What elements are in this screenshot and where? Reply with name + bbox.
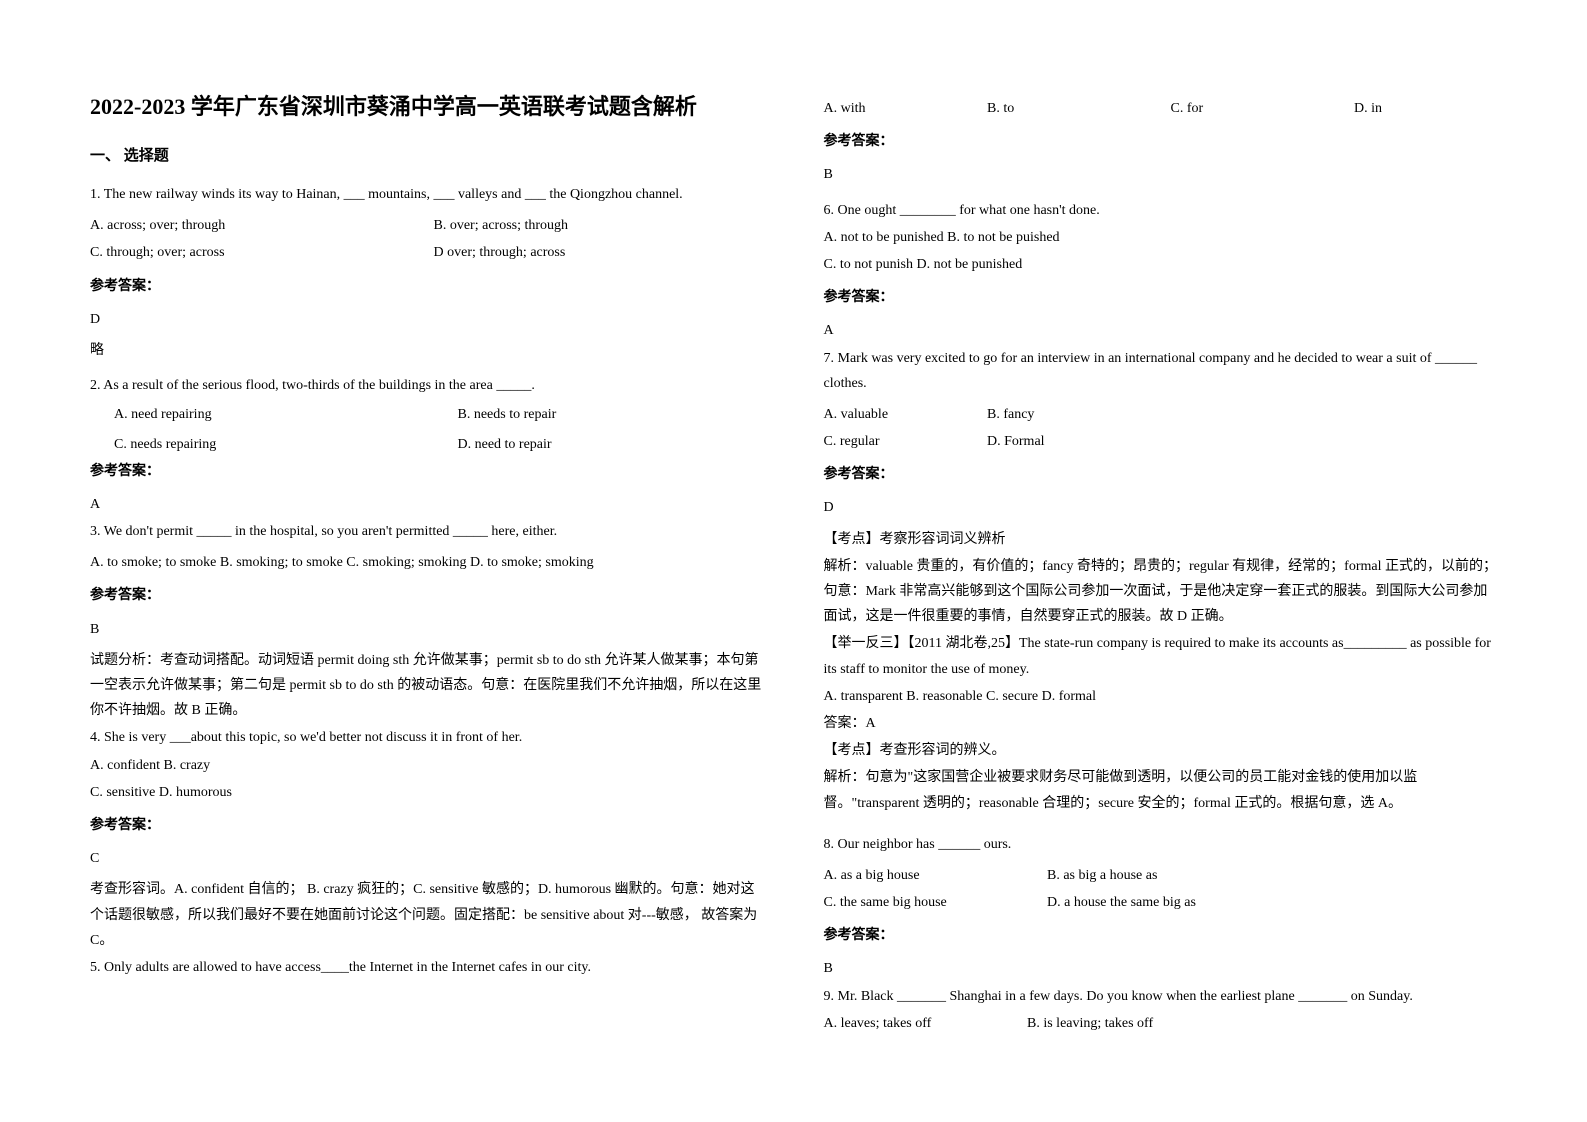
q5-answer: B <box>824 162 1498 187</box>
q7-stem: 7. Mark was very excited to go for an in… <box>824 346 1498 396</box>
q8-opt-b: B. as big a house as <box>1047 863 1157 888</box>
q6-answer: A <box>824 318 1498 343</box>
q8-stem: 8. Our neighbor has ______ ours. <box>824 832 1498 857</box>
q3-stem: 3. We don't permit _____ in the hospital… <box>90 519 764 544</box>
left-column: 2022-2023 学年广东省深圳市葵涌中学高一英语联考试题含解析 一、 选择题… <box>60 90 794 1082</box>
q2-opt-c: C. needs repairing <box>114 432 454 457</box>
q7-extension-explanation: 解析：句意为"这家国营企业被要求财务尽可能做到透明，以便公司的员工能对金钱的使用… <box>824 765 1498 815</box>
q2-opt-b: B. needs to repair <box>458 402 557 427</box>
q7-extension-options: A. transparent B. reasonable C. secure D… <box>824 684 1498 709</box>
q2-options-row2: C. needs repairing D. need to repair <box>90 430 764 457</box>
q7-keypoint: 【考点】考察形容词词义辨析 <box>824 527 1498 552</box>
q7-extension-answer: 答案：A <box>824 711 1498 736</box>
q9-options-row1: A. leaves; takes off B. is leaving; take… <box>824 1011 1498 1036</box>
q8-opt-d: D. a house the same big as <box>1047 890 1196 915</box>
q7-explanation: 解析：valuable 贵重的，有价值的；fancy 奇特的；昂贵的；regul… <box>824 554 1498 630</box>
q1-answer: D <box>90 307 764 332</box>
q6-options-cd: C. to not punish D. not be punished <box>824 252 1498 277</box>
document-title: 2022-2023 学年广东省深圳市葵涌中学高一英语联考试题含解析 <box>90 90 764 123</box>
q4-stem: 4. She is very ___about this topic, so w… <box>90 725 764 750</box>
q4-answer: C <box>90 846 764 871</box>
q3-answer: B <box>90 617 764 642</box>
q4-options-ab: A. confident B. crazy <box>90 753 764 778</box>
q1-brief: 略 <box>90 338 764 363</box>
q6-stem: 6. One ought ________ for what one hasn'… <box>824 198 1498 223</box>
q7-opt-b: B. fancy <box>987 402 1034 427</box>
q1-opt-d: D over; through; across <box>434 240 566 265</box>
q1-stem: 1. The new railway winds its way to Hain… <box>90 182 764 207</box>
q7-answer: D <box>824 495 1498 520</box>
q4-answer-label: 参考答案： <box>90 813 764 838</box>
q8-answer-label: 参考答案： <box>824 923 1498 948</box>
section-1-header: 一、 选择题 <box>90 143 764 170</box>
q3-options: A. to smoke; to smoke B. smoking; to smo… <box>90 550 764 575</box>
q6-options-ab: A. not to be punished B. to not be puish… <box>824 225 1498 250</box>
q8-opt-c: C. the same big house <box>824 890 1044 915</box>
q1-opt-b: B. over; across; through <box>434 213 569 238</box>
q1-options-row1: A. across; over; through B. over; across… <box>90 213 764 238</box>
q7-extension-keypoint: 【考点】考查形容词的辨义。 <box>824 738 1498 763</box>
q1-opt-a: A. across; over; through <box>90 213 430 238</box>
q7-opt-d: D. Formal <box>987 429 1045 454</box>
q2-answer: A <box>90 492 764 517</box>
q5-options: A. with B. to C. for D. in <box>824 96 1498 121</box>
q2-opt-d: D. need to repair <box>458 432 552 457</box>
q8-opt-a: A. as a big house <box>824 863 1044 888</box>
q8-options-row2: C. the same big house D. a house the sam… <box>824 890 1498 915</box>
q5-opt-a: A. with <box>824 96 984 121</box>
q5-opt-b: B. to <box>987 96 1167 121</box>
q2-opt-a: A. need repairing <box>114 402 454 427</box>
q1-answer-label: 参考答案： <box>90 274 764 299</box>
q1-opt-c: C. through; over; across <box>90 240 430 265</box>
right-column: A. with B. to C. for D. in 参考答案： B 6. On… <box>794 90 1528 1082</box>
q8-answer: B <box>824 956 1498 981</box>
q5-opt-d: D. in <box>1354 96 1382 121</box>
q3-explanation: 试题分析：考查动词搭配。动词短语 permit doing sth 允许做某事；… <box>90 648 764 724</box>
q7-options-row2: C. regular D. Formal <box>824 429 1498 454</box>
q9-opt-a: A. leaves; takes off <box>824 1011 1024 1036</box>
q9-opt-b: B. is leaving; takes off <box>1027 1011 1153 1036</box>
q7-opt-c: C. regular <box>824 429 984 454</box>
q3-answer-label: 参考答案： <box>90 583 764 608</box>
q5-opt-c: C. for <box>1171 96 1351 121</box>
q8-options-row1: A. as a big house B. as big a house as <box>824 863 1498 888</box>
q5-stem: 5. Only adults are allowed to have acces… <box>90 955 764 980</box>
q2-options-row1: A. need repairing B. needs to repair <box>90 400 764 427</box>
q1-options-row2: C. through; over; across D over; through… <box>90 240 764 265</box>
q7-answer-label: 参考答案： <box>824 462 1498 487</box>
q9-stem: 9. Mr. Black _______ Shanghai in a few d… <box>824 984 1498 1009</box>
q7-extension-stem: 【举一反三】【2011 湖北卷,25】The state-run company… <box>824 631 1498 681</box>
q7-opt-a: A. valuable <box>824 402 984 427</box>
q2-answer-label: 参考答案： <box>90 459 764 484</box>
q7-options-row1: A. valuable B. fancy <box>824 402 1498 427</box>
q4-options-cd: C. sensitive D. humorous <box>90 780 764 805</box>
q6-answer-label: 参考答案： <box>824 285 1498 310</box>
q2-stem: 2. As a result of the serious flood, two… <box>90 373 764 398</box>
q4-explanation: 考查形容词。A. confident 自信的； B. crazy 疯狂的；C. … <box>90 877 764 953</box>
q5-answer-label: 参考答案： <box>824 129 1498 154</box>
